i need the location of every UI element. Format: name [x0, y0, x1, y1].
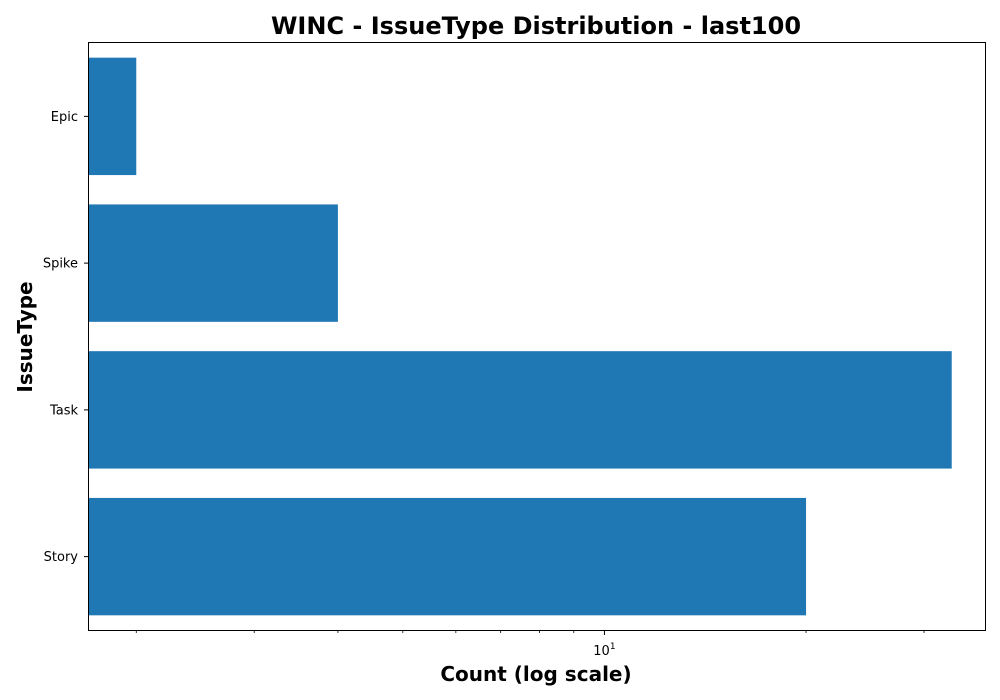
plot-frame	[88, 42, 986, 631]
bar-task	[89, 351, 952, 469]
y-tick-label-epic: Epic	[51, 110, 78, 125]
y-tick-label-spike: Spike	[43, 257, 78, 272]
bar-epic	[89, 57, 137, 176]
y-tick-label-story: Story	[44, 550, 79, 565]
y-tick-label-task: Task	[49, 403, 79, 418]
x-ticks-group: 101	[135, 630, 925, 659]
bars-group	[89, 57, 952, 616]
x-axis-label: Count (log scale)	[440, 662, 631, 686]
chart-title: WINC - IssueType Distribution - last100	[271, 12, 801, 40]
x-tick-label: 101	[593, 642, 615, 659]
bar-spike	[89, 204, 338, 322]
y-ticks-group: Epic Spike Task Story	[43, 110, 89, 565]
bar-story	[89, 497, 807, 616]
y-axis-label: IssueType	[13, 281, 37, 392]
